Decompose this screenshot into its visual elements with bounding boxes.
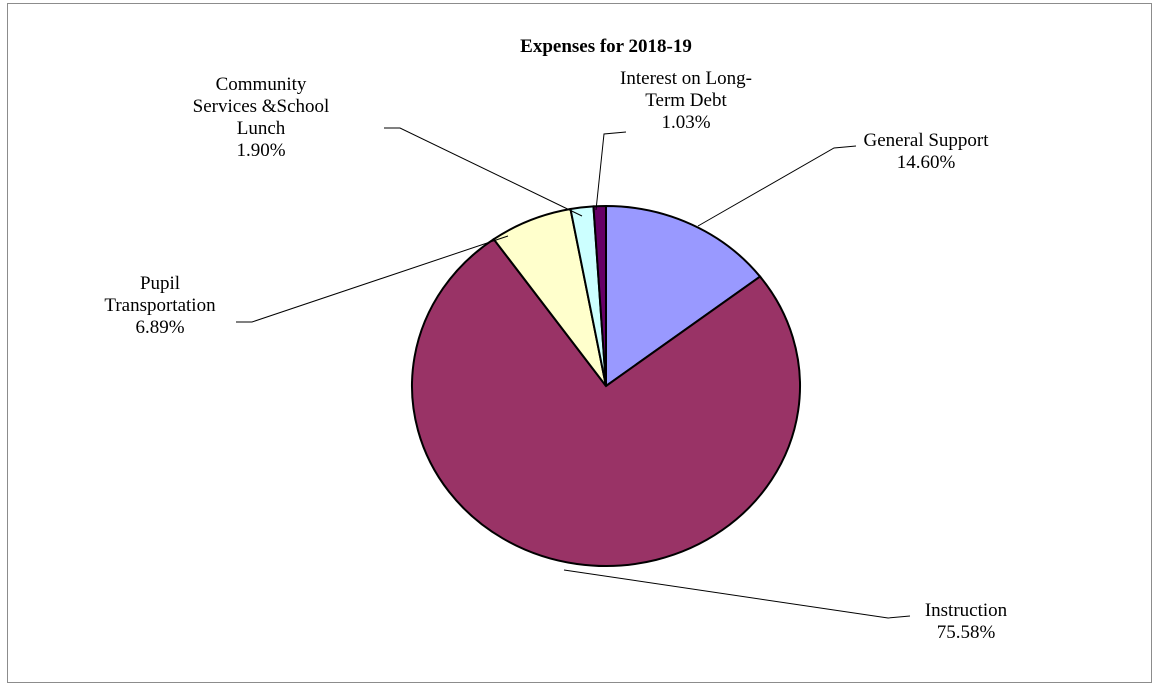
slice-label-line: Instruction <box>925 600 1008 621</box>
slice-label-line: Lunch <box>237 118 286 139</box>
slice-label-line: Community <box>216 74 307 95</box>
slice-label-line: General Support <box>863 130 989 151</box>
slice-label: Instruction 75.58% <box>925 600 1008 643</box>
slice-label-line: Pupil <box>140 273 180 294</box>
leader-line <box>563 569 911 619</box>
slice-value-text: 1.03% <box>661 112 710 133</box>
pie-chart: Expenses for 2018-19 General Support 14.6… <box>104 36 1007 643</box>
slice-label-line: Term Debt <box>645 90 727 111</box>
slice-value-text: 14.60% <box>897 152 956 173</box>
slice-value-text: 75.58% <box>937 622 996 643</box>
pie-slice <box>411 237 801 567</box>
slice-value-text: 1.90% <box>236 140 285 161</box>
leader-lines <box>236 127 911 619</box>
slice-label: Pupil Transportation 6.89% <box>104 273 216 338</box>
slice-value-text: 6.89% <box>135 317 184 338</box>
pie-slice <box>592 204 607 387</box>
slice-label-line: Interest on Long- <box>620 68 752 89</box>
slice-label-line: Services &School <box>193 96 330 117</box>
chart-title: Expenses for 2018-19 <box>520 36 692 57</box>
leader-line <box>236 235 509 323</box>
pie-slices <box>411 204 801 567</box>
slice-label: General Support 14.60% <box>863 130 989 173</box>
slice-label-line: Transportation <box>104 295 216 316</box>
leader-line <box>595 131 627 211</box>
leader-line <box>384 127 583 217</box>
slice-labels: General Support 14.60% Instruction 75.58% Pu… <box>104 68 1007 643</box>
slice-label: Community Services &School Lunch 1.90% <box>193 74 330 161</box>
leader-line <box>697 145 857 227</box>
pie-slice <box>605 204 762 388</box>
chart-frame: Expenses for 2018-19 General Support 14.6… <box>7 3 1152 683</box>
slice-label: Interest on Long-Term Debt 1.03% <box>620 68 752 133</box>
